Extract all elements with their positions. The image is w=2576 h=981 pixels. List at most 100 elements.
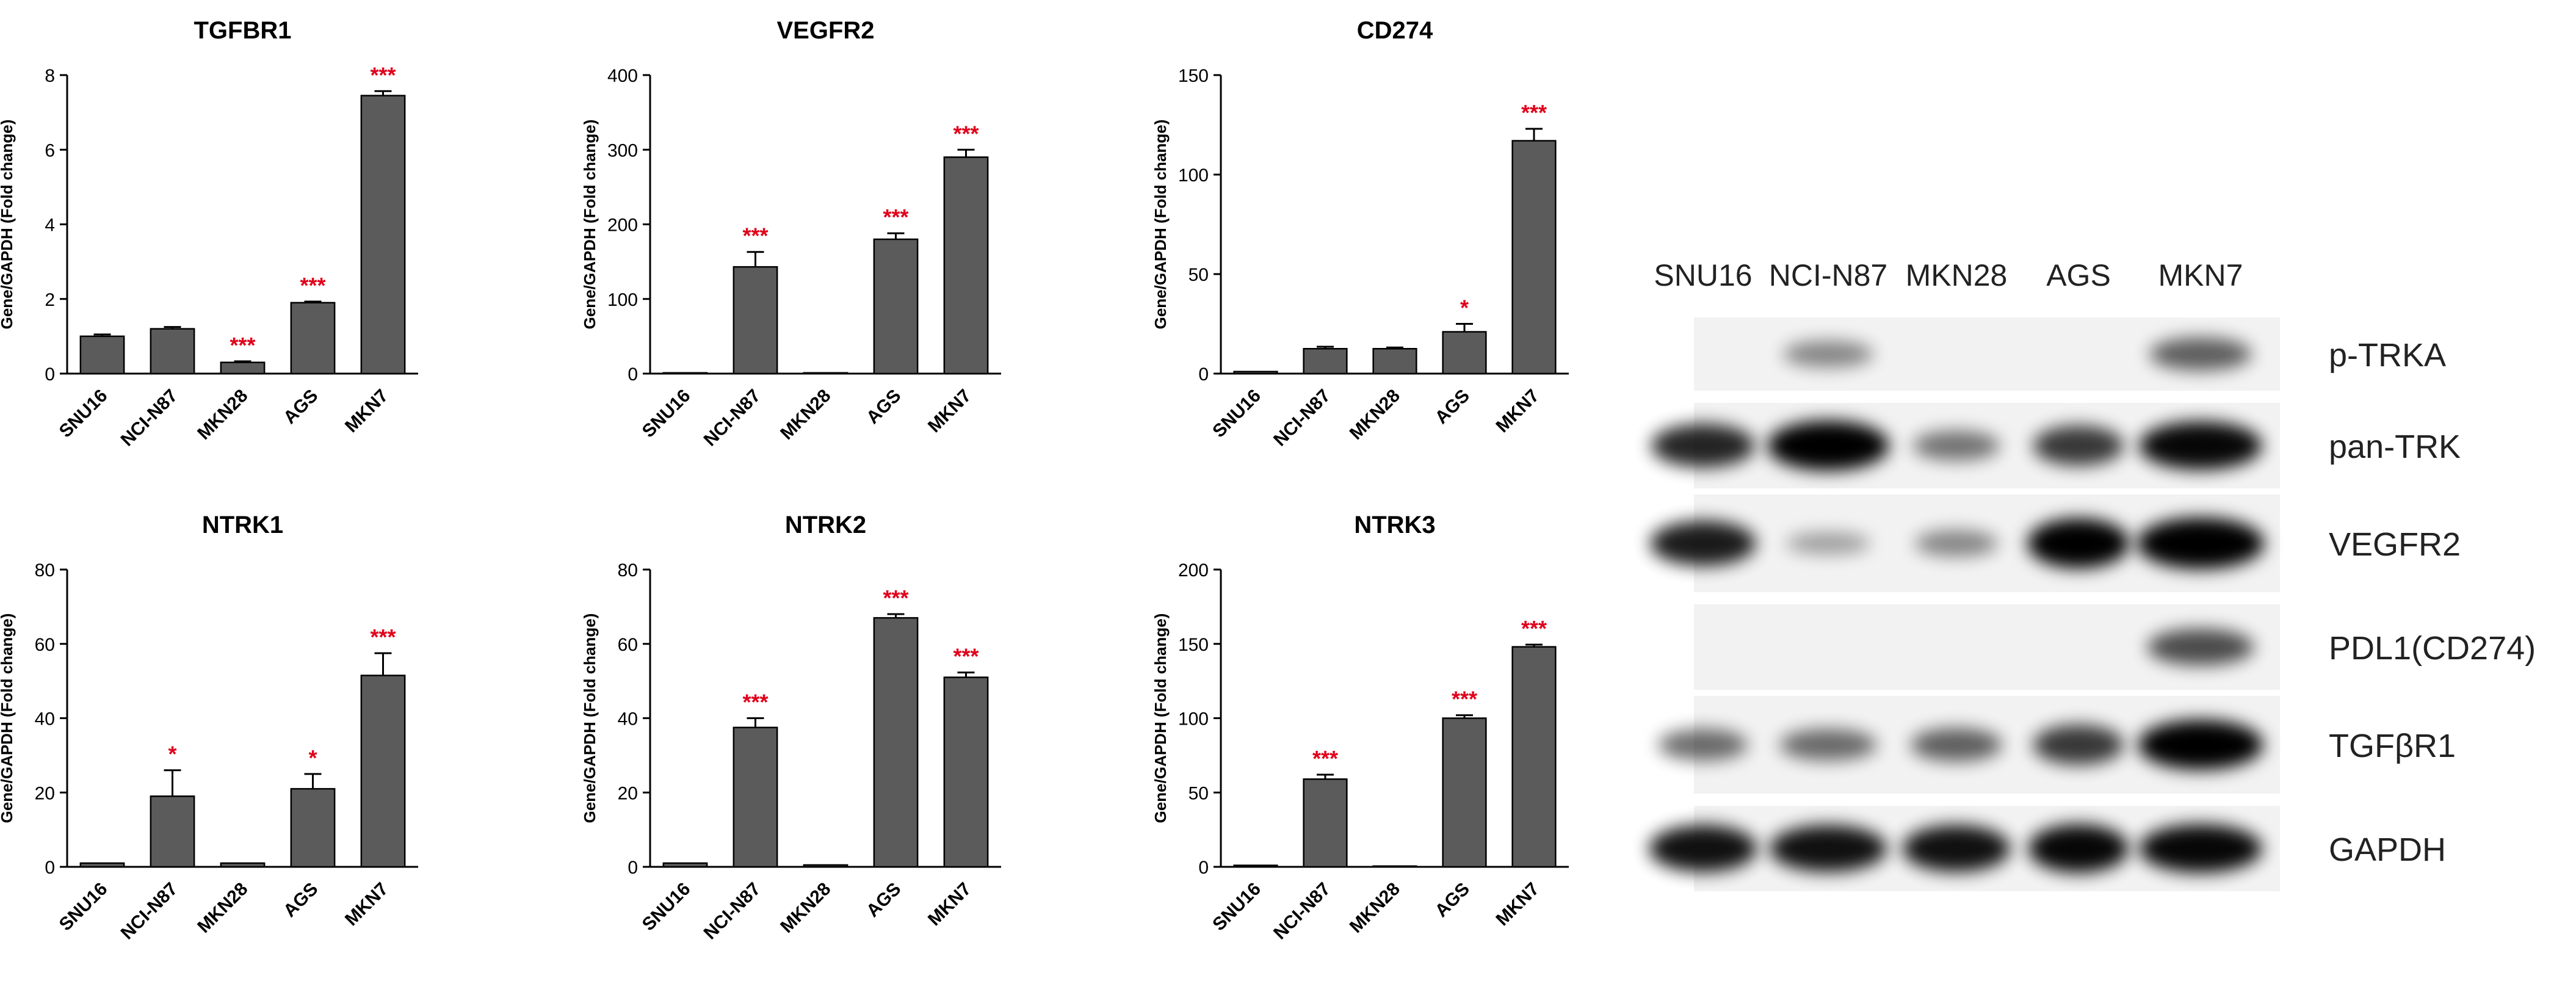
blot-band xyxy=(1650,521,1756,566)
y-tick-label: 150 xyxy=(1178,66,1209,86)
y-tick-label: 4 xyxy=(45,215,55,236)
blot-band xyxy=(1658,729,1748,761)
bar-mkn7 xyxy=(360,675,406,868)
bar-mkn28 xyxy=(803,864,848,868)
blot-band xyxy=(1651,424,1755,468)
blot-row: VEGFR2 xyxy=(1650,494,2461,592)
x-tick-label: MKN28 xyxy=(776,879,834,937)
bar-mkn7 xyxy=(943,156,989,375)
significance-marker: *** xyxy=(1521,616,1547,641)
blot-row: p-TRKA xyxy=(1694,317,2446,391)
bar-chart-ntrk3: NTRK3 Gene/GAPDH (Fold change) 0 50 100 150 20… xyxy=(1151,512,1569,943)
bar-ags xyxy=(873,617,919,868)
lane-label-mkn7: MKN7 xyxy=(2158,258,2243,292)
blot-band xyxy=(2147,628,2254,666)
y-tick-label: 20 xyxy=(35,783,55,803)
band-label: VEGFR2 xyxy=(2329,526,2461,563)
x-tick-label: NCI-N87 xyxy=(700,879,765,944)
bar-mkn28 xyxy=(1372,348,1417,375)
x-tick-label: MKN7 xyxy=(1492,879,1543,930)
significance-marker: *** xyxy=(370,624,396,650)
band-label: PDL1(CD274) xyxy=(2329,630,2536,667)
blot-band xyxy=(2139,824,2262,873)
blot-band xyxy=(2138,719,2263,770)
significance-marker: *** xyxy=(370,62,396,87)
bar-ags xyxy=(873,238,919,375)
band-label: GAPDH xyxy=(2329,831,2446,868)
bar-mkn7 xyxy=(1511,646,1557,868)
y-tick-label: 40 xyxy=(35,709,55,729)
x-tick-label: AGS xyxy=(280,386,322,428)
bar-chart-ntrk2: NTRK2 Gene/GAPDH (Fold change) 0 20 40 60 80 SN… xyxy=(581,512,1001,943)
y-tick-label: 200 xyxy=(607,215,638,236)
x-tick-label: MKN7 xyxy=(341,386,392,436)
blot-band xyxy=(2149,337,2252,371)
significance-marker: *** xyxy=(1312,746,1338,771)
band-label: p-TRKA xyxy=(2329,337,2446,374)
bar-nci-n87 xyxy=(1303,348,1348,375)
blot-band xyxy=(2027,518,2130,569)
significance-marker: *** xyxy=(883,585,908,610)
bar-chart-vegfr2: VEGFR2 Gene/GAPDH (Fold change) 0 100 200 300… xyxy=(581,17,1001,450)
blot-band xyxy=(2033,725,2124,765)
y-tick-label: 8 xyxy=(45,66,55,86)
y-axis-label: Gene/GAPDH (Fold change) xyxy=(581,120,599,330)
x-tick-label: MKN7 xyxy=(1492,386,1543,436)
bar-mkn28 xyxy=(220,862,266,868)
x-tick-label: SNU16 xyxy=(639,879,695,935)
chart-title: VEGFR2 xyxy=(776,17,874,44)
significance-marker: *** xyxy=(953,121,979,146)
x-tick-label: NCI-N87 xyxy=(117,879,182,944)
y-tick-label: 60 xyxy=(618,635,638,655)
blot-row: TGFβR1 xyxy=(1658,696,2456,794)
x-tick-label: MKN7 xyxy=(924,386,975,436)
y-axis-label: Gene/GAPDH (Fold change) xyxy=(1151,614,1170,824)
x-tick-label: SNU16 xyxy=(1209,879,1265,935)
band-label: pan-TRK xyxy=(2329,429,2461,465)
chart-title: NTRK1 xyxy=(202,512,283,538)
y-tick-label: 80 xyxy=(618,560,638,581)
significance-marker: * xyxy=(1460,295,1469,320)
bar-snu16 xyxy=(662,372,708,375)
bar-snu16 xyxy=(1233,371,1278,375)
chart-title: CD274 xyxy=(1357,17,1433,44)
y-tick-label: 0 xyxy=(628,858,638,878)
x-tick-label: NCI-N87 xyxy=(700,386,765,451)
x-tick-label: MKN7 xyxy=(341,879,392,930)
bar-snu16 xyxy=(79,335,125,375)
bar-chart-ntrk1: NTRK1 Gene/GAPDH (Fold change) 0 20 40 60 80 SN… xyxy=(0,512,418,943)
y-tick-label: 20 xyxy=(618,783,638,803)
blot-band xyxy=(1779,729,1877,761)
lane-label-snu16: SNU16 xyxy=(1654,258,1752,292)
bar-mkn28 xyxy=(1372,865,1417,868)
x-tick-label: MKN28 xyxy=(776,386,834,444)
bar-ags xyxy=(290,787,336,868)
blot-band xyxy=(1912,430,2000,461)
significance-marker: *** xyxy=(742,223,768,248)
significance-marker: *** xyxy=(742,690,768,715)
x-tick-label: SNU16 xyxy=(639,386,695,442)
x-tick-label: SNU16 xyxy=(1209,386,1265,442)
significance-marker: *** xyxy=(883,205,908,230)
x-tick-label: MKN28 xyxy=(1346,879,1404,937)
bar-charts-panel: TGFBR1 Gene/GAPDH (Fold change) 0 2 4 6 8 SNU16… xyxy=(0,17,1569,943)
y-tick-label: 150 xyxy=(1178,635,1209,655)
lane-label-nci-n87: NCI-N87 xyxy=(1769,258,1887,292)
blot-row: pan-TRK xyxy=(1651,403,2461,488)
y-tick-label: 100 xyxy=(1178,165,1209,186)
bar-nci-n87 xyxy=(733,726,778,868)
blot-band xyxy=(2028,824,2129,873)
bar-nci-n87 xyxy=(733,266,778,375)
bar-ags xyxy=(1442,331,1487,375)
y-tick-label: 80 xyxy=(35,560,55,581)
lane-label-ags: AGS xyxy=(2046,258,2111,292)
x-tick-label: AGS xyxy=(1431,879,1474,921)
bar-mkn7 xyxy=(943,676,989,868)
bar-nci-n87 xyxy=(150,795,195,868)
blot-band xyxy=(2033,425,2124,466)
significance-marker: * xyxy=(308,745,317,770)
y-tick-label: 100 xyxy=(1178,709,1209,729)
significance-marker: *** xyxy=(1521,100,1547,125)
y-tick-label: 100 xyxy=(607,290,638,310)
